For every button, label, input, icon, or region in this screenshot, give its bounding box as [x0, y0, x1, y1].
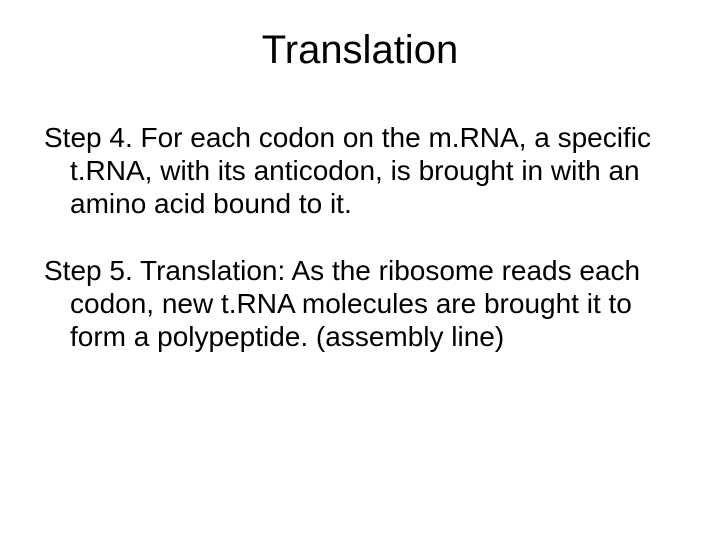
slide-body: Step 4. For each codon on the m.RNA, a s…	[0, 121, 720, 353]
slide-title: Translation	[0, 28, 720, 73]
paragraph-step-5: Step 5. Translation: As the ribosome rea…	[44, 254, 670, 353]
paragraph-step-4: Step 4. For each codon on the m.RNA, a s…	[44, 121, 670, 220]
slide-container: Translation Step 4. For each codon on th…	[0, 0, 720, 540]
